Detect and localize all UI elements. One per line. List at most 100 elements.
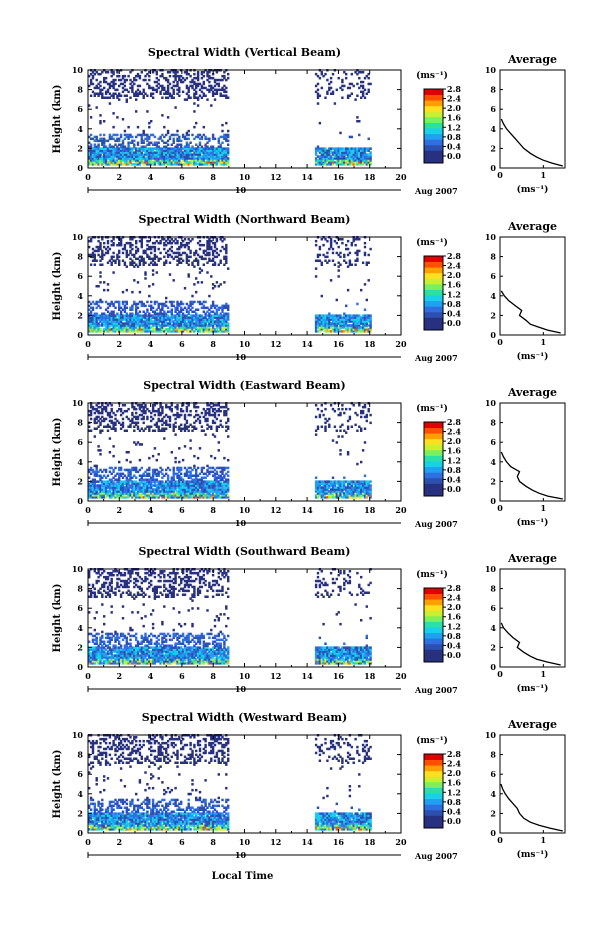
heatmap-cell (195, 326, 198, 329)
heatmap-cell (360, 149, 363, 152)
heatmap-cell (348, 326, 352, 329)
heatmap-cell (345, 163, 348, 166)
heatmap-cell (101, 312, 104, 315)
heatmap-cell (185, 490, 189, 493)
heatmap-cell (193, 125, 196, 129)
heatmap-cell (170, 308, 173, 311)
heatmap-cell (165, 163, 168, 166)
heatmap-cell (89, 472, 93, 476)
heatmap-cell (204, 419, 207, 423)
heatmap-cell (324, 320, 327, 323)
heatmap-cell (95, 159, 98, 162)
heatmap-cell (360, 147, 363, 150)
panel-2: Spectral Width (Northward Beam)0 2 4 6 8 10 12… (52, 213, 566, 363)
heatmap-cell (223, 304, 226, 308)
heatmap-cell (223, 494, 226, 497)
heatmap-cell (176, 84, 179, 88)
heatmap-cell (135, 153, 138, 156)
heatmap-cell (148, 304, 151, 308)
heatmap-cell (135, 328, 138, 331)
heatmap-cell (200, 324, 204, 327)
heatmap-cell (129, 472, 132, 476)
heatmap-cell (193, 153, 196, 156)
heatmap-cell (363, 241, 367, 245)
heatmap-cell (88, 104, 91, 107)
heatmap-cell (165, 488, 168, 491)
heatmap-cell (91, 76, 95, 80)
heatmap-cell (131, 417, 134, 421)
heatmap-cell (356, 330, 359, 333)
heatmap-cell (178, 78, 181, 82)
heatmap-cell (181, 330, 185, 333)
heatmap-cell (223, 151, 226, 154)
heatmap-cell (123, 468, 127, 472)
heatmap-cell (108, 478, 112, 481)
heatmap-cell (159, 318, 162, 321)
heatmap-cell (221, 486, 224, 489)
heatmap-cell (125, 312, 128, 315)
heatmap-cell (121, 330, 125, 333)
heatmap-cell (148, 247, 151, 251)
heatmap-cell (196, 259, 200, 262)
heatmap-cell (136, 314, 140, 317)
heatmap-cell (142, 484, 145, 487)
heatmap-cell (125, 484, 128, 487)
heatmap-cell (329, 279, 333, 282)
heatmap-cell (88, 476, 91, 479)
heatmap-cell (346, 253, 350, 257)
heatmap-cell (127, 320, 130, 323)
heatmap-cell (140, 405, 143, 409)
heatmap-cell (213, 153, 217, 156)
heatmap-cell (112, 425, 115, 428)
heatmap-cell (180, 480, 183, 483)
heatmap-cell (223, 490, 226, 493)
heatmap-cell (118, 92, 121, 95)
heatmap-cell (129, 328, 132, 331)
heatmap-cell (333, 318, 337, 321)
heatmap-cell (213, 492, 217, 495)
heatmap-cell (195, 157, 198, 160)
heatmap-cell (165, 423, 168, 427)
heatmap-cell (114, 429, 117, 432)
heatmap-cell (198, 82, 202, 86)
heatmap-cell (208, 425, 211, 428)
heatmap-cell (215, 488, 219, 491)
heatmap-cell (348, 86, 352, 90)
heatmap-cell (174, 405, 177, 409)
heatmap-cell (172, 478, 175, 481)
heatmap-cell (151, 151, 155, 154)
heatmap-cell (219, 322, 222, 325)
heatmap-cell (178, 159, 181, 162)
heatmap-cell (135, 155, 138, 158)
heatmap-cell (180, 468, 183, 472)
heatmap-cell (178, 135, 181, 139)
heatmap-cell (170, 476, 173, 479)
heatmap-cell (217, 494, 220, 497)
heatmap-cell (89, 94, 93, 97)
heatmap-cell (103, 419, 106, 423)
heatmap-cell (104, 486, 108, 489)
heatmap-cell (118, 78, 121, 82)
heatmap-cell (146, 151, 149, 154)
heatmap-cell (183, 474, 187, 477)
heatmap-cell (356, 314, 359, 317)
heatmap-cell (95, 245, 98, 249)
heatmap-cell (189, 308, 192, 311)
heatmap-cell (176, 306, 179, 310)
heatmap-cell (95, 320, 98, 323)
heatmap-cell (118, 153, 121, 156)
heatmap-cell (337, 275, 340, 278)
heatmap-cell (157, 486, 160, 489)
heatmap-cell (174, 486, 177, 489)
heatmap-cell (314, 161, 318, 164)
heatmap-cell (172, 300, 175, 304)
heatmap-cell (144, 161, 147, 164)
heatmap-cell (204, 322, 207, 325)
heatmap-cell (140, 494, 143, 497)
heatmap-cell (103, 484, 106, 487)
heatmap-cell (348, 151, 352, 154)
heatmap-cell (183, 157, 187, 160)
heatmap-cell (165, 328, 168, 331)
heatmap-cell (110, 328, 113, 331)
heatmap-cell (151, 409, 155, 413)
